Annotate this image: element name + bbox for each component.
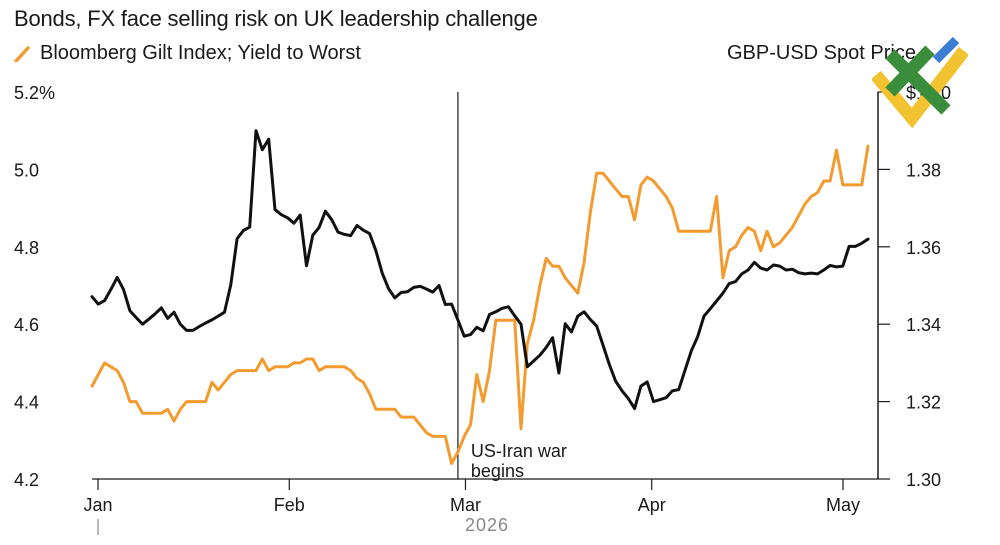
x-tick-label: Feb bbox=[274, 495, 305, 515]
annotation-text-line2: begins bbox=[471, 461, 524, 481]
right-tick-label: 1.38 bbox=[906, 160, 941, 180]
legend-gilt: Bloomberg Gilt Index; Yield to Worst bbox=[14, 42, 361, 65]
right-tick-label: 1.32 bbox=[906, 393, 941, 413]
right-tick-label: 1.30 bbox=[906, 470, 941, 490]
legend-gilt-swatch-icon bbox=[14, 45, 30, 62]
x-tick-label: May bbox=[826, 495, 860, 515]
right-tick-label: 1.34 bbox=[906, 315, 941, 335]
series-line-gilt bbox=[90, 144, 870, 465]
axes bbox=[92, 92, 879, 480]
annotation-text-line1: US-Iran war bbox=[471, 441, 567, 461]
right-axis-ticks: $1.401.381.361.341.321.30 bbox=[878, 83, 951, 490]
chart-title: Bonds, FX face selling risk on UK leader… bbox=[14, 6, 538, 31]
legend-gbpusd: GBP-USD Spot Price bbox=[727, 42, 916, 65]
left-tick-label: 4.6 bbox=[14, 315, 39, 335]
legend-gilt-label: Bloomberg Gilt Index; Yield to Worst bbox=[40, 42, 361, 64]
left-tick-label: 5.2% bbox=[14, 83, 55, 103]
legend-gbpusd-label: GBP-USD Spot Price bbox=[727, 42, 916, 64]
series-line-gbpusd bbox=[90, 129, 870, 411]
x-tick-label: Jan bbox=[83, 495, 112, 515]
left-axis-ticks: 5.2% 5.0 4.8 4.6 4.4 4.2 bbox=[14, 83, 55, 490]
left-tick-label: 4.8 bbox=[14, 238, 39, 258]
x-axis-ticks: Jan Feb Mar Apr May bbox=[83, 479, 860, 515]
right-tick-label: 1.36 bbox=[906, 238, 941, 258]
x-tick-label: Apr bbox=[638, 495, 666, 515]
x-tick-label: Mar bbox=[450, 495, 481, 515]
left-tick-label: 4.2 bbox=[14, 470, 39, 490]
left-tick-label: 4.4 bbox=[14, 393, 39, 413]
year-label: 2026 bbox=[465, 515, 509, 535]
left-tick-label: 5.0 bbox=[14, 160, 39, 180]
brand-logo-icon bbox=[872, 36, 968, 129]
